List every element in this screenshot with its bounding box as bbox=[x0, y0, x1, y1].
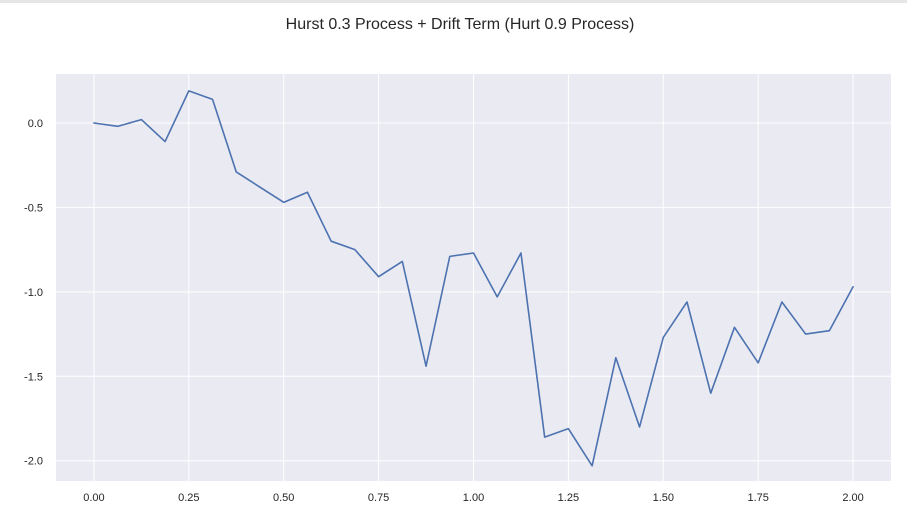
x-tick-label: 1.25 bbox=[558, 492, 579, 504]
y-tick-label: -1.5 bbox=[24, 371, 43, 383]
y-axis: 0.0 -0.5 -1.0 -1.5 -2.0 bbox=[24, 118, 43, 468]
x-tick-label: 0.50 bbox=[273, 492, 294, 504]
chart-title: Hurst 0.3 Process + Drift Term (Hurt 0.9… bbox=[285, 16, 635, 33]
x-tick-label: 1.75 bbox=[747, 492, 768, 504]
y-tick-label: -0.5 bbox=[24, 202, 43, 214]
grid bbox=[56, 74, 891, 481]
series-group bbox=[93, 90, 854, 467]
x-tick-label: 0.00 bbox=[83, 492, 104, 504]
top-border bbox=[0, 0, 907, 3]
x-axis: 0.00 0.25 0.50 0.75 1.00 1.25 1.50 1.75 2.00 bbox=[83, 492, 864, 504]
x-tick-label: 1.00 bbox=[463, 492, 484, 504]
x-tick-label: 0.25 bbox=[178, 492, 199, 504]
y-tick-label: -2.0 bbox=[24, 456, 43, 468]
x-tick-label: 1.50 bbox=[653, 492, 674, 504]
x-tick-label: 0.75 bbox=[368, 492, 389, 504]
x-tick-label: 2.00 bbox=[842, 492, 863, 504]
series-line bbox=[93, 90, 854, 467]
y-tick-label: 0.0 bbox=[28, 118, 43, 130]
y-tick-label: -1.0 bbox=[24, 287, 43, 299]
